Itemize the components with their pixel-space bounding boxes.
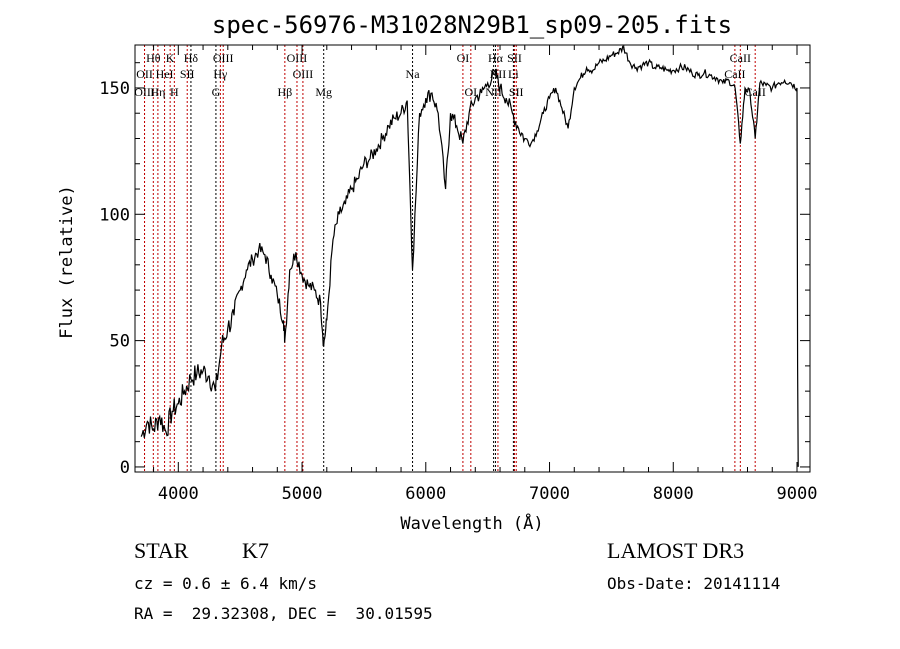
spectral-line-label: Hθ xyxy=(146,51,161,65)
x-axis-label: Wavelength (Å) xyxy=(400,512,543,534)
y-tick-label: 150 xyxy=(99,79,130,99)
spectral-line-label: OIII xyxy=(134,85,155,99)
chart-title: spec-56976-M31028N29B1_sp09-205.fits xyxy=(212,11,732,39)
x-tick-label: 8000 xyxy=(653,484,694,504)
axis-ticks: 4000 5000 6000 7000 8000 9000 0 50 100 150 xyxy=(99,45,817,504)
spectral-line-label: OIII xyxy=(293,67,314,81)
spectral-line-label: Li xyxy=(508,67,519,81)
spectral-line-label: HeI xyxy=(156,67,174,81)
spectral-line-label: Hγ xyxy=(213,67,228,81)
x-tick-label: 4000 xyxy=(158,484,199,504)
spectral-line-label: Na xyxy=(406,67,421,81)
spectral-line-label: Mg xyxy=(315,85,332,99)
x-tick-label: 9000 xyxy=(777,484,818,504)
spectral-line-label: SII xyxy=(507,51,522,65)
y-tick-label: 0 xyxy=(120,458,130,478)
y-tick-label: 100 xyxy=(99,205,130,225)
spectral-line-label: G xyxy=(212,85,221,99)
spectral-line-label: Hη xyxy=(150,85,165,99)
object-class: STAR xyxy=(134,538,189,563)
spectral-line-label: OIII xyxy=(287,51,308,65)
survey-name: LAMOST DR3 xyxy=(607,538,745,563)
spectral-line-label: OII xyxy=(136,67,153,81)
spectral-line-label: Hδ xyxy=(184,51,199,65)
obs-date: Obs-Date: 20141114 xyxy=(607,574,781,593)
y-tick-label: 50 xyxy=(110,332,130,352)
spectral-line-label: OIII xyxy=(213,51,234,65)
redshift-text: cz = 0.6 ± 6.4 km/s xyxy=(134,574,318,593)
flux-series-line xyxy=(140,45,799,467)
spectral-line-label: SII xyxy=(180,67,195,81)
object-subclass: K7 xyxy=(242,538,269,563)
x-tick-label: 6000 xyxy=(405,484,446,504)
x-tick-label: 5000 xyxy=(282,484,323,504)
spectral-line-label: CaII xyxy=(724,67,745,81)
spectral-line-label: Hα xyxy=(488,51,504,65)
spectral-lines xyxy=(144,45,756,472)
x-tick-label: 7000 xyxy=(529,484,570,504)
spectral-line-label: SII xyxy=(509,85,524,99)
plot-frame xyxy=(134,44,811,473)
spectral-line-label: OI xyxy=(457,51,470,65)
spectral-line-label: K xyxy=(166,51,175,65)
spectral-line-label: H xyxy=(170,85,179,99)
spectral-line-label: OI xyxy=(464,85,477,99)
y-axis-label: Flux (relative) xyxy=(57,185,77,339)
coordinates-text: RA = 29.32308, DEC = 30.01595 xyxy=(134,604,433,623)
spectral-line-label: Hβ xyxy=(277,85,292,99)
spectral-line-label: NII xyxy=(485,85,502,99)
spectral-line-label: CaII xyxy=(730,51,751,65)
